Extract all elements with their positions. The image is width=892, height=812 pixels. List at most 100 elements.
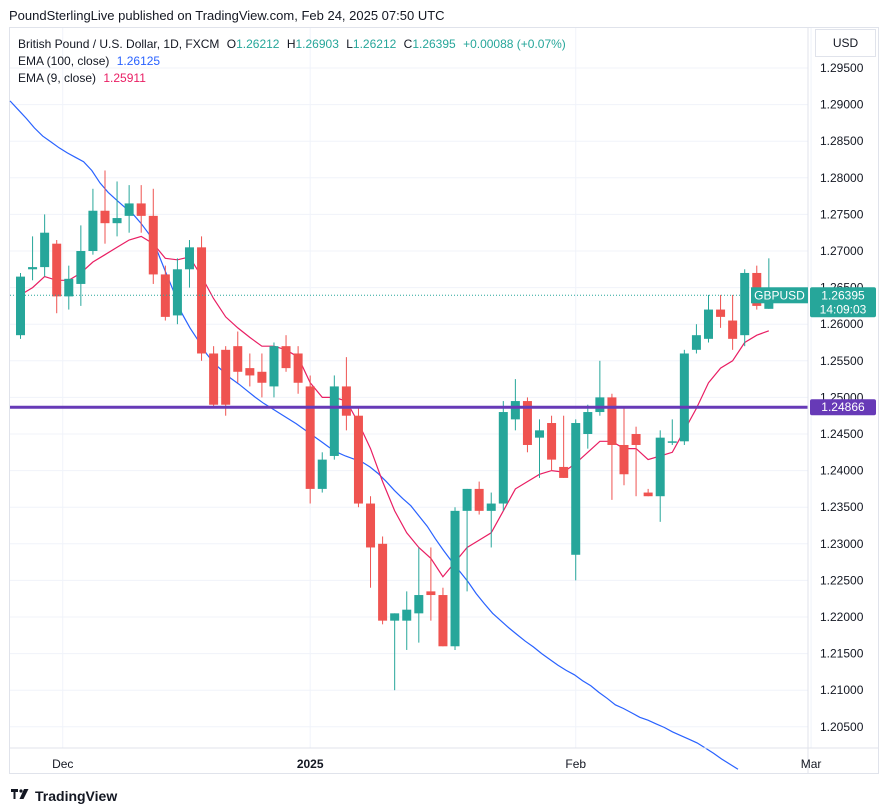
symbol-tag-label: GBPUSD [754, 288, 805, 302]
price-tick-label: 1.24500 [820, 427, 864, 441]
price-tick-label: 1.22500 [820, 573, 864, 587]
price-tick-label: 1.20500 [820, 720, 864, 734]
ema9-path [20, 235, 770, 578]
candle-body [607, 397, 617, 445]
price-tick-label: 1.21000 [820, 683, 864, 697]
level-tag-label: 1.24866 [821, 400, 865, 414]
legend-ema100-value: 1.26125 [116, 54, 161, 68]
candle [184, 240, 194, 288]
legend-open-value: 1.26212 [236, 37, 280, 51]
candle [486, 492, 496, 548]
candle [221, 346, 231, 416]
price-tick-label: 1.22000 [820, 610, 864, 624]
candle [728, 294, 738, 350]
candle [691, 324, 701, 354]
price-tick-label: 1.23000 [820, 537, 864, 551]
candle-body [124, 203, 134, 216]
legend-main-row: British Pound / U.S. Dollar, 1D, FXCM O1… [18, 36, 566, 53]
candle-body [559, 466, 569, 478]
candle-body [197, 247, 207, 354]
price-tick-label: 1.27500 [820, 207, 864, 221]
candle-body [257, 371, 267, 383]
candles [16, 170, 774, 691]
candle [510, 379, 520, 431]
candle-body [716, 309, 726, 317]
candle [233, 331, 243, 383]
price-tick-label: 1.21500 [820, 647, 864, 661]
candle [426, 547, 436, 621]
candle-body [474, 488, 484, 511]
candle [679, 349, 689, 445]
price-tick-label: 1.28500 [820, 134, 864, 148]
candle [559, 415, 569, 478]
candle-body [317, 459, 327, 489]
legend-close-value: 1.26395 [412, 37, 456, 51]
legend-open-key: O [226, 37, 237, 51]
candle-body [462, 488, 472, 511]
candle-body [679, 353, 689, 442]
candle [547, 415, 557, 471]
candle [257, 353, 267, 398]
candle-body [184, 247, 194, 270]
candle [353, 408, 363, 508]
candle-body [583, 412, 593, 434]
candle-body [390, 613, 400, 621]
chart-frame [9, 27, 879, 774]
candle-body [510, 401, 520, 420]
candle-body [221, 349, 231, 405]
candle [172, 258, 182, 325]
candle [76, 225, 86, 306]
candle [607, 393, 617, 500]
footer-brand-label: TradingView [35, 788, 118, 804]
time-tick-label: Dec [52, 757, 73, 771]
candle-body [88, 210, 98, 251]
candle-body [643, 492, 653, 497]
candle-body [595, 397, 605, 413]
candle-body [233, 346, 243, 372]
candle [329, 375, 339, 460]
candle-body [160, 274, 170, 317]
ema100-path [9, 100, 739, 770]
time-axis: Dec 2025 Feb Mar [52, 757, 821, 771]
tradingview-logo-icon [11, 789, 29, 799]
candle-body [172, 269, 182, 316]
candle [667, 419, 677, 445]
legend-ema9-label: EMA (9, close) [18, 71, 97, 85]
legend-ema100-row[interactable]: EMA (100, close) 1.26125 [18, 53, 566, 70]
price-tick-label: 1.26000 [820, 317, 864, 331]
candle [378, 536, 388, 625]
price-tick-label: 1.27000 [820, 244, 864, 258]
candle [619, 408, 629, 486]
price-tick-label: 1.28000 [820, 171, 864, 185]
candle-body [667, 441, 677, 443]
candle-body [631, 434, 641, 445]
currency-selector[interactable]: USD [815, 29, 876, 57]
symbol-tag-bg [751, 287, 808, 304]
candle-body [486, 503, 496, 511]
candle [341, 357, 351, 431]
candle [64, 265, 74, 310]
candle [402, 591, 412, 650]
footer-brand[interactable]: TradingView [10, 788, 117, 804]
last-price-tag-label: 1.26395 [821, 288, 865, 302]
candle [571, 419, 581, 581]
price-axis: 1.20500 1.21000 1.21500 1.22000 1.22500 1.230… [10, 28, 878, 774]
candle [414, 547, 424, 643]
price-tick-label: 1.24000 [820, 464, 864, 478]
candle-body [136, 203, 146, 216]
price-tick-label: 1.25500 [820, 354, 864, 368]
price-tick-label: 1.29000 [820, 98, 864, 112]
candle-body [655, 437, 665, 497]
candle [583, 404, 593, 449]
legend-close-key: C [403, 37, 413, 51]
candle [643, 488, 653, 497]
candle-body [547, 423, 557, 460]
candle [209, 346, 219, 409]
candle [522, 397, 532, 453]
legend-ema100-label: EMA (100, close) [18, 54, 110, 68]
legend-ema9-row[interactable]: EMA (9, close) 1.25911 [18, 70, 566, 87]
candle [245, 353, 255, 387]
candle-body [353, 415, 363, 504]
